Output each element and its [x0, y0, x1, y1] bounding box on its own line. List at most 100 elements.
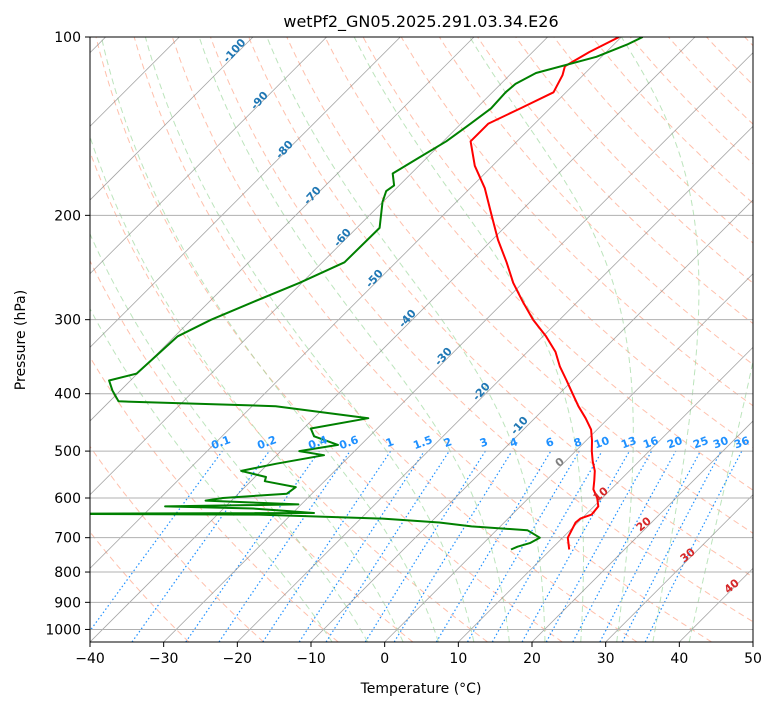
- moist-adiabat: [198, 37, 510, 642]
- moist-adiabat: [100, 37, 439, 642]
- mixing-ratio-line: [131, 450, 270, 642]
- isotherm-line: [752, 641, 753, 642]
- mixing-ratio-label: 16: [641, 434, 660, 452]
- isotherm-line: [90, 37, 622, 569]
- x-tick-label: −20: [223, 651, 253, 667]
- isotherm-line: [90, 37, 327, 275]
- dry-adiabat-label: -30: [432, 345, 455, 369]
- mixing-ratio-label: 2: [442, 435, 454, 450]
- dry-adiabat-label: -100: [220, 36, 248, 65]
- moist-adiabat: [90, 135, 404, 642]
- y-tick-label: 800: [54, 565, 81, 581]
- moist-adiabat: [90, 307, 333, 642]
- moist-adiabat: [620, 37, 700, 642]
- moist-adiabat: [688, 359, 753, 642]
- isotherm-line: [310, 199, 753, 642]
- mixing-ratio-line: [435, 450, 552, 642]
- y-tick-label: 500: [54, 444, 81, 460]
- dry-adiabat: [324, 37, 753, 491]
- moist-adiabat: [266, 37, 546, 642]
- y-axis-label: Pressure (hPa): [13, 290, 29, 390]
- dry-adiabat-label: -80: [273, 138, 296, 162]
- isotherm-line: [163, 52, 753, 642]
- mixing-ratio-label: 20: [665, 434, 684, 452]
- dry-adiabat: [553, 37, 753, 244]
- mixing-ratio-line: [325, 450, 450, 642]
- y-tick-label: 700: [54, 531, 81, 547]
- mixing-ratio-label: 13: [619, 434, 638, 451]
- mixing-ratio-label: 6: [544, 435, 556, 450]
- dry-adiabat: [90, 150, 488, 642]
- dry-adiabat: [477, 37, 753, 325]
- plot-area: -100 -90 -80-70 -60 -50 -40 -30 -20 -10 0.1 0.2 0.4…: [90, 36, 753, 642]
- x-tick-label: 0: [380, 651, 389, 667]
- dry-adiabat: [95, 37, 563, 642]
- dry-adiabat: [133, 37, 638, 642]
- dry-adiabat: [706, 37, 753, 86]
- dry-adiabat-label: -50: [363, 267, 386, 291]
- dry-adiabat-label: -20: [470, 380, 493, 404]
- mixing-ratio-line: [393, 450, 513, 642]
- mixing-ratio-label: 1.5: [411, 433, 434, 452]
- isotherm-line: [384, 273, 753, 642]
- axis-ticks: −40 −30 −20 −10 0 10 20 30 40 5010020030040050060…: [45, 30, 762, 667]
- isotherm-line: [90, 37, 401, 348]
- mixing-ratio-label: 10: [592, 434, 611, 452]
- plot-frame: [89, 36, 754, 643]
- x-tick-label: 20: [523, 651, 541, 667]
- isotherm-line: [237, 125, 753, 642]
- mixing-ratio-label: 36: [732, 434, 751, 452]
- dry-adiabat: [248, 37, 753, 578]
- mixing-ratio-label: 25: [691, 434, 710, 451]
- dry-adiabat: [591, 37, 753, 204]
- dry-adiabat: [515, 37, 753, 284]
- x-tick-label: 30: [597, 651, 615, 667]
- y-tick-label: 900: [54, 595, 81, 611]
- mixing-ratio-line: [491, 450, 603, 642]
- moist-adiabat: [469, 37, 634, 642]
- isotherm-line: [90, 37, 696, 642]
- dry-adiabat-label: -70: [301, 184, 324, 208]
- dry-adiabat-label: -40: [396, 307, 419, 331]
- y-tick-label: 600: [54, 491, 81, 507]
- x-tick-label: −40: [75, 651, 105, 667]
- y-tick-label: 200: [54, 208, 81, 224]
- mixing-ratio-line: [364, 450, 486, 642]
- isotherm-line: [90, 37, 254, 201]
- dry-adiabat: [90, 356, 339, 642]
- chart-title: wetPf2_GN05.2025.291.03.34.E26: [283, 12, 558, 32]
- mixing-ratio-label: 8: [572, 435, 584, 450]
- moist-adiabat: [144, 37, 475, 642]
- dry-adiabat-label: -10: [508, 414, 531, 438]
- mixing-ratio-label: 1: [384, 435, 396, 450]
- mixing-ratio-label: 4: [508, 435, 520, 450]
- moist-adiabat: [90, 232, 369, 642]
- y-tick-label: 100: [54, 30, 81, 46]
- x-tick-label: 10: [449, 651, 467, 667]
- dry-adiabat: [90, 259, 414, 642]
- dry-adiabat: [744, 37, 753, 47]
- y-tick-label: 1000: [45, 622, 81, 638]
- mixing-ratio-line: [545, 450, 653, 642]
- dry-adiabat: [171, 37, 712, 642]
- isotherm-line: [531, 420, 753, 642]
- x-axis-label: Temperature (°C): [360, 681, 482, 697]
- dry-adiabat: [629, 37, 753, 165]
- mixing-ratio-line: [90, 450, 223, 632]
- mixing-ratio-label: 0.1: [209, 433, 232, 452]
- dewpoint-profile: [90, 37, 644, 551]
- moist-adiabat-label: 20: [634, 514, 654, 534]
- dry-adiabat: [90, 445, 264, 642]
- dry-adiabat: [210, 37, 753, 623]
- mixing-ratio-line: [599, 450, 702, 642]
- isotherm-line: [90, 37, 475, 422]
- moist-adiabat-label: 40: [722, 576, 742, 596]
- mixing-ratio-line: [185, 450, 320, 642]
- x-tick-label: 40: [670, 651, 688, 667]
- mixing-ratio-line: [521, 450, 631, 642]
- mixing-ratio-line: [262, 450, 392, 642]
- mixing-ratio-line: [466, 450, 580, 642]
- mixing-ratio-line: [298, 450, 425, 642]
